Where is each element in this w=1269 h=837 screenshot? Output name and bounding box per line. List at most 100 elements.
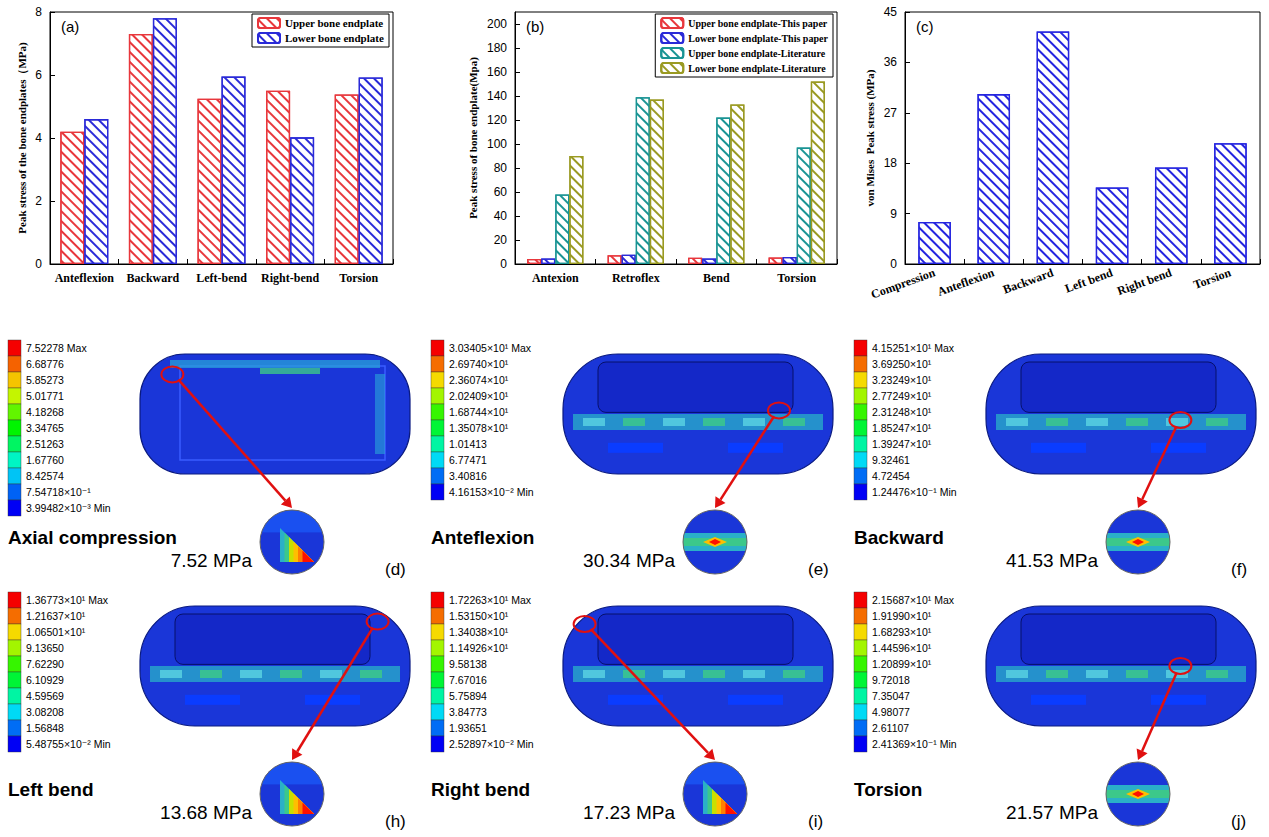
svg-text:0: 0: [500, 257, 507, 271]
svg-text:Anteflexion: Anteflexion: [936, 265, 997, 299]
svg-text:Peak stress of the bone endpla: Peak stress of the bone endplates（MPa): [16, 42, 29, 234]
svg-text:(j): (j): [1231, 812, 1246, 831]
svg-text:(h): (h): [385, 812, 406, 831]
svg-text:(e): (e): [808, 560, 829, 579]
svg-text:Backward: Backward: [1001, 265, 1056, 296]
svg-text:180: 180: [487, 41, 507, 55]
svg-text:4: 4: [35, 131, 42, 145]
svg-text:9.32461: 9.32461: [872, 454, 910, 466]
svg-text:2.41369×10⁻¹ Min: 2.41369×10⁻¹ Min: [872, 738, 957, 750]
svg-text:Anteflexion: Anteflexion: [55, 271, 115, 285]
svg-text:7.62290: 7.62290: [26, 658, 64, 670]
svg-text:von Mises Peak stress (MPa): von Mises Peak stress (MPa): [864, 69, 877, 206]
svg-text:1.21637×10¹: 1.21637×10¹: [26, 610, 86, 622]
svg-text:Left bend: Left bend: [1063, 265, 1115, 295]
svg-text:9: 9: [890, 207, 897, 221]
svg-text:9.13650: 9.13650: [26, 642, 64, 654]
svg-text:1.01413: 1.01413: [449, 438, 487, 450]
svg-text:7.67016: 7.67016: [449, 674, 487, 686]
svg-text:160: 160: [487, 65, 507, 79]
svg-text:3.40816: 3.40816: [449, 470, 487, 482]
svg-text:Torsion: Torsion: [854, 779, 922, 800]
svg-text:Lower bone endplate-Literature: Lower bone endplate-Literature: [688, 63, 826, 74]
svg-text:1.20899×10¹: 1.20899×10¹: [872, 658, 932, 670]
svg-text:9.72018: 9.72018: [872, 674, 910, 686]
svg-text:5.01771: 5.01771: [26, 390, 64, 402]
svg-text:4.15251×10¹ Max: 4.15251×10¹ Max: [872, 342, 955, 354]
svg-text:1.36773×10¹ Max: 1.36773×10¹ Max: [26, 594, 109, 606]
svg-text:Right-bend: Right-bend: [261, 271, 319, 285]
svg-text:1.67760: 1.67760: [26, 454, 64, 466]
svg-text:(a): (a): [61, 18, 79, 35]
svg-text:Compression: Compression: [869, 265, 937, 301]
svg-text:Lower bone endplate: Lower bone endplate: [285, 32, 384, 44]
svg-text:Upper bone endplate-This paper: Upper bone endplate-This paper: [688, 18, 828, 29]
svg-text:Bend: Bend: [703, 271, 730, 285]
svg-text:100: 100: [487, 137, 507, 151]
svg-text:Anteflexion: Anteflexion: [431, 527, 534, 548]
svg-text:6.10929: 6.10929: [26, 674, 64, 686]
svg-text:Backward: Backward: [854, 527, 944, 548]
svg-text:1.34038×10¹: 1.34038×10¹: [449, 626, 509, 638]
svg-text:18: 18: [884, 156, 898, 170]
svg-text:Axial compression: Axial compression: [8, 527, 177, 548]
svg-text:2.02409×10¹: 2.02409×10¹: [449, 390, 509, 402]
svg-text:Left-bend: Left-bend: [196, 271, 247, 285]
svg-text:(i): (i): [808, 812, 823, 831]
svg-text:2.61107: 2.61107: [872, 722, 909, 734]
svg-text:Right bend: Right bend: [431, 779, 530, 800]
svg-text:1.24476×10⁻¹ Min: 1.24476×10⁻¹ Min: [872, 486, 957, 498]
svg-text:1.53150×10¹: 1.53150×10¹: [449, 610, 509, 622]
svg-text:1.72263×10¹ Max: 1.72263×10¹ Max: [449, 594, 532, 606]
svg-text:7.52 MPa: 7.52 MPa: [171, 550, 253, 571]
svg-text:Torsion: Torsion: [1191, 265, 1233, 292]
svg-text:7.35047: 7.35047: [872, 690, 910, 702]
svg-text:6.77471: 6.77471: [449, 454, 487, 466]
svg-text:1.68744×10¹: 1.68744×10¹: [449, 406, 509, 418]
svg-text:9.58138: 9.58138: [449, 658, 487, 670]
svg-text:2.51263: 2.51263: [26, 438, 64, 450]
svg-text:8: 8: [35, 5, 42, 19]
svg-text:0: 0: [35, 257, 42, 271]
svg-text:1.39247×10¹: 1.39247×10¹: [872, 438, 932, 450]
svg-text:Upper bone endplate-Literature: Upper bone endplate-Literature: [688, 48, 825, 59]
svg-text:4.16153×10⁻² Min: 4.16153×10⁻² Min: [449, 486, 534, 498]
svg-text:Right bend: Right bend: [1115, 265, 1174, 298]
svg-text:Backward: Backward: [127, 271, 180, 285]
svg-text:120: 120: [487, 113, 507, 127]
svg-text:(c): (c): [916, 18, 934, 35]
svg-text:1.14926×10¹: 1.14926×10¹: [449, 642, 509, 654]
svg-text:20: 20: [494, 233, 508, 247]
svg-text:17.23 MPa: 17.23 MPa: [583, 802, 675, 823]
svg-text:4.18268: 4.18268: [26, 406, 64, 418]
svg-text:1.91990×10¹: 1.91990×10¹: [872, 610, 932, 622]
svg-text:(d): (d): [385, 560, 406, 579]
svg-text:36: 36: [884, 55, 898, 69]
svg-text:5.85273: 5.85273: [26, 374, 64, 386]
svg-text:Left bend: Left bend: [8, 779, 94, 800]
svg-text:1.06501×10¹: 1.06501×10¹: [26, 626, 86, 638]
svg-text:8.42574: 8.42574: [26, 470, 64, 482]
svg-text:3.03405×10¹ Max: 3.03405×10¹ Max: [449, 342, 532, 354]
svg-text:3.23249×10¹: 3.23249×10¹: [872, 374, 932, 386]
svg-text:4.59569: 4.59569: [26, 690, 64, 702]
svg-text:1.44596×10¹: 1.44596×10¹: [872, 642, 932, 654]
svg-text:13.68 MPa: 13.68 MPa: [160, 802, 252, 823]
svg-text:200: 200: [487, 17, 507, 31]
svg-text:1.68293×10¹: 1.68293×10¹: [872, 626, 932, 638]
svg-text:2.36074×10¹: 2.36074×10¹: [449, 374, 509, 386]
svg-text:3.34765: 3.34765: [26, 422, 64, 434]
svg-text:2.77249×10¹: 2.77249×10¹: [872, 390, 932, 402]
svg-text:80: 80: [494, 161, 508, 175]
svg-text:5.75894: 5.75894: [449, 690, 487, 702]
svg-text:1.93651: 1.93651: [449, 722, 487, 734]
svg-text:140: 140: [487, 89, 507, 103]
svg-text:1.85247×10¹: 1.85247×10¹: [872, 422, 932, 434]
svg-text:(b): (b): [526, 18, 544, 35]
svg-text:4.98077: 4.98077: [872, 706, 910, 718]
svg-text:3.69250×10¹: 3.69250×10¹: [872, 358, 932, 370]
svg-text:0: 0: [890, 257, 897, 271]
svg-text:(f): (f): [1231, 560, 1247, 579]
svg-text:4.72454: 4.72454: [872, 470, 910, 482]
svg-text:3.08208: 3.08208: [26, 706, 64, 718]
